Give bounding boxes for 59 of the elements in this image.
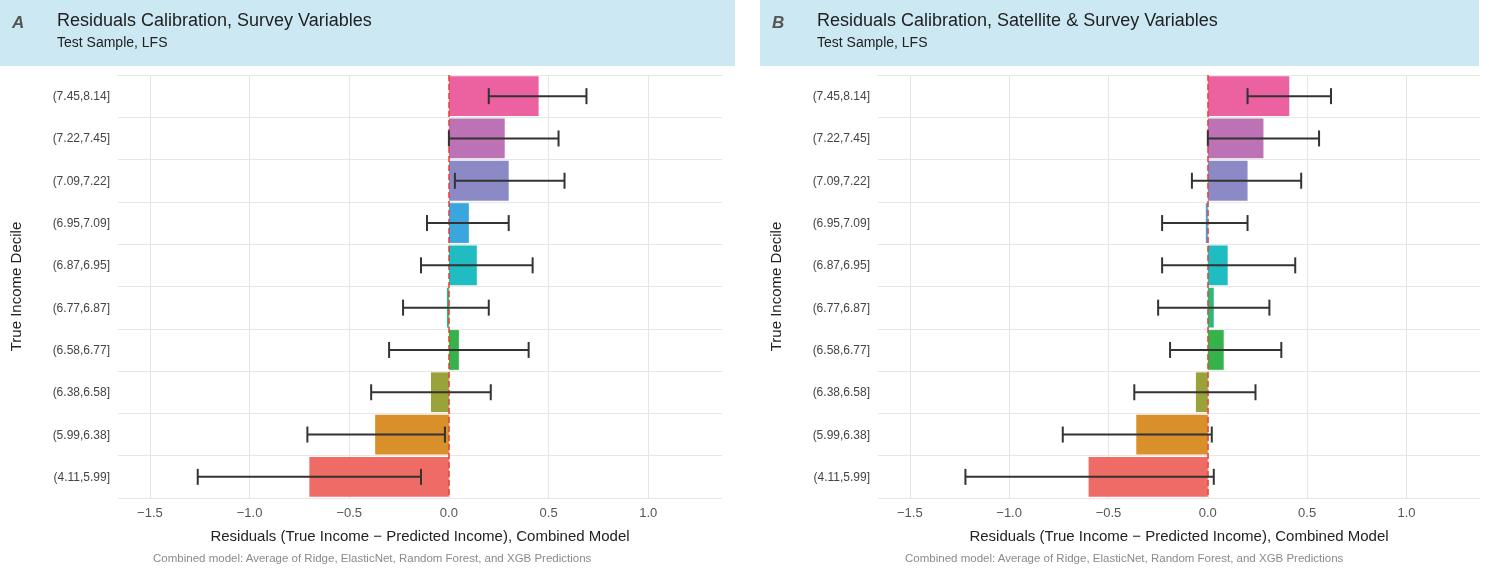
x-tick-label: −1.5 [137, 505, 163, 520]
y-tick-label: (6.38,6.58] [812, 385, 870, 400]
x-axis-title: Residuals (True Income − Predicted Income), Combined Model [969, 527, 1389, 544]
y-tick-label: (6.58,6.77] [52, 342, 110, 357]
x-tick-label: 1.0 [639, 505, 658, 520]
bar [448, 160, 509, 201]
y-tick-label: (5.99,6.38] [812, 427, 870, 442]
x-axis-title: Residuals (True Income − Predicted Income), Combined Model [210, 527, 630, 544]
y-tick-label: (6.95,7.09] [52, 216, 110, 231]
bar [448, 203, 469, 243]
bar [375, 414, 449, 455]
y-tick-label: (4.11,5.99] [53, 469, 110, 484]
y-tick-label: (6.95,7.09] [812, 216, 870, 231]
bar [1207, 118, 1264, 159]
y-tick-label: (7.22,7.45] [52, 131, 110, 146]
bar [448, 118, 505, 159]
chart-subtitle: Test Sample, LFS [57, 34, 168, 50]
x-tick-label: 0.5 [1298, 505, 1317, 520]
x-tick-label: −1.5 [896, 505, 923, 520]
text: A [11, 13, 25, 32]
y-tick-label: (4.11,5.99] [813, 469, 870, 484]
chart-subtitle: Test Sample, LFS [817, 34, 928, 50]
text: B [772, 13, 785, 32]
x-tick-label: 1.0 [1397, 505, 1416, 520]
x-tick-label: −1.0 [996, 505, 1022, 520]
bar [430, 372, 449, 413]
y-axis-title: True Income Decile [7, 221, 24, 352]
chart-title: Residuals Calibration, Satellite & Survey Variables [817, 10, 1218, 30]
y-tick-label: (6.87,6.95] [812, 258, 870, 273]
bar [448, 76, 539, 117]
y-tick-label: (7.22,7.45] [812, 131, 870, 146]
y-tick-label: (5.99,6.38] [52, 427, 110, 442]
bar [1088, 456, 1208, 497]
x-tick-label: 0.0 [1198, 505, 1217, 520]
y-tick-label: (7.09,7.22] [52, 173, 110, 188]
chart-title: Residuals Calibration, Survey Variables [57, 10, 372, 30]
y-tick-label: (7.45,8.14] [812, 89, 870, 104]
bar [1207, 160, 1248, 201]
y-tick-label: (6.77,6.87] [812, 300, 870, 315]
y-tick-label: (6.38,6.58] [52, 385, 110, 400]
y-tick-label: (6.77,6.87] [52, 300, 110, 315]
x-tick-label: 0.0 [439, 505, 458, 520]
bar [448, 245, 477, 286]
y-tick-label: (7.09,7.22] [812, 173, 870, 188]
x-tick-label: −0.5 [1095, 505, 1122, 520]
bar [1207, 245, 1228, 286]
text: Combined model: Average of Ridge, ElasticNet, Random Forest, and XGB Predictions [905, 552, 1344, 564]
x-tick-label: −0.5 [336, 505, 363, 520]
bar [309, 456, 449, 497]
bar [1207, 330, 1224, 370]
bar [1207, 76, 1290, 117]
x-tick-label: −1.0 [236, 505, 263, 520]
x-tick-label: 0.5 [539, 505, 558, 520]
y-tick-label: (7.45,8.14] [52, 89, 110, 104]
y-tick-label: (6.58,6.77] [812, 342, 870, 357]
y-axis-title: True Income Decile [767, 221, 784, 352]
text: Combined model: Average of Ridge, ElasticNet, Random Forest, and XGB Predictions [153, 552, 592, 564]
bar [1136, 414, 1208, 455]
y-tick-label: (6.87,6.95] [52, 258, 110, 273]
